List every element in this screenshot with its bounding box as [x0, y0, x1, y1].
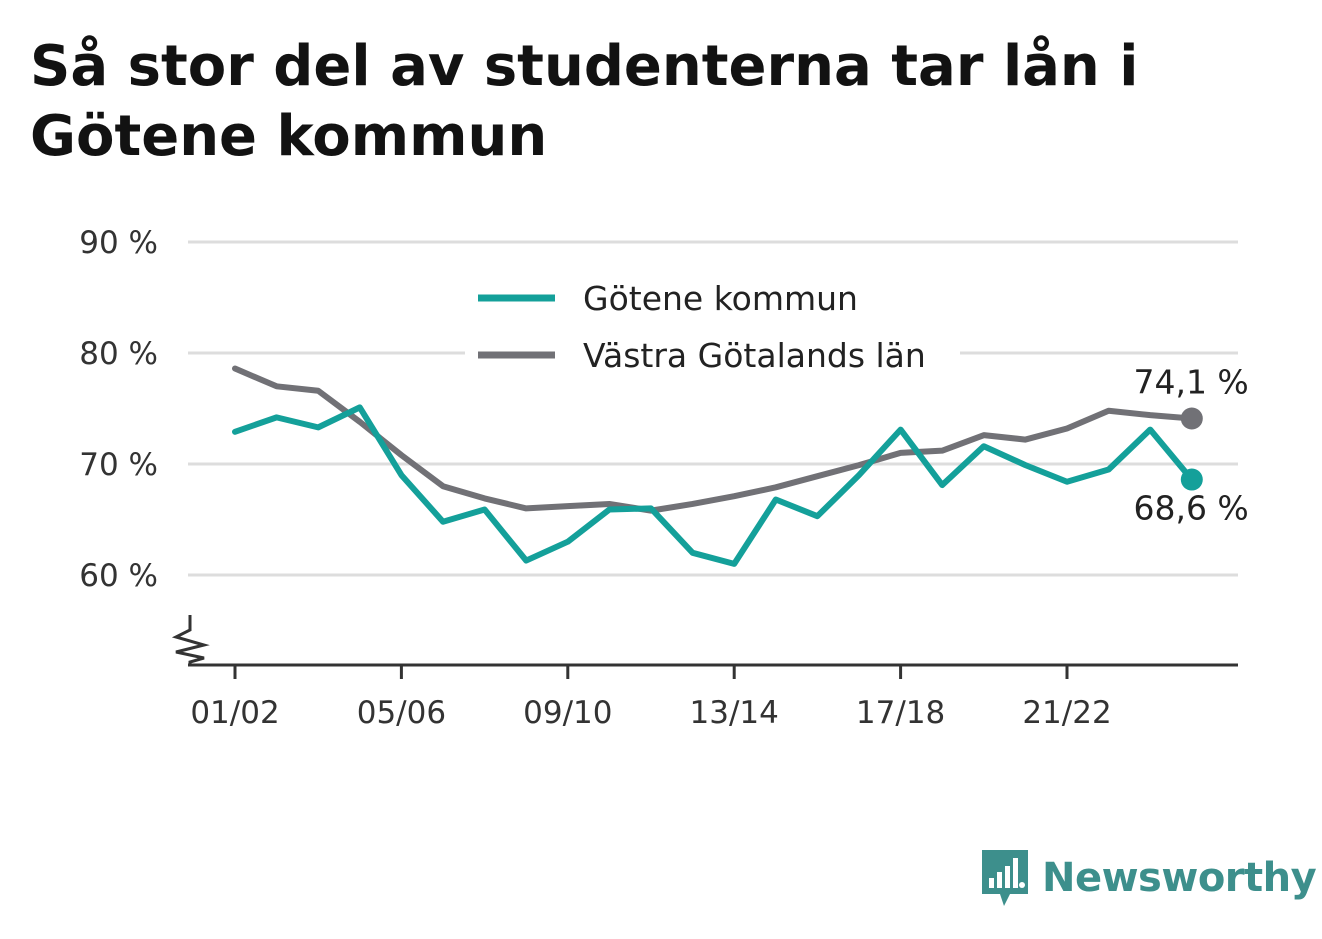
end-labels: 74,1 % 68,6 % [1133, 362, 1248, 527]
y-tick-label: 70 % [79, 447, 158, 483]
legend-label-2: Västra Götalands län [583, 336, 926, 375]
brand-name: Newsworthy [1042, 855, 1317, 901]
x-axis: 01/02 05/06 09/10 13/14 17/18 21/22 [171, 615, 1238, 731]
series-lines [232, 365, 1203, 567]
legend-background [465, 268, 960, 386]
x-tick-label: 05/06 [357, 695, 446, 731]
series-end-point-1 [1180, 468, 1203, 491]
axis-break-mark [171, 615, 210, 665]
x-tick-label: 09/10 [523, 695, 612, 731]
y-axis-ticks: 60 % 70 % 80 % 90 % [79, 225, 158, 594]
newsworthy-brand: Newsworthy [980, 848, 1317, 908]
x-tick-label: 01/02 [190, 695, 279, 731]
y-tick-label: 60 % [79, 558, 158, 594]
legend: Götene kommun Västra Götalands län [465, 268, 960, 386]
x-tick-label: 13/14 [690, 695, 779, 731]
legend-label-1: Götene kommun [583, 279, 858, 318]
series-line-1 [232, 404, 1195, 567]
series-end-point-2 [1180, 407, 1203, 430]
series-line-2 [232, 365, 1195, 514]
end-label-vastra-gotaland: 74,1 % [1133, 362, 1248, 401]
chart-title: Så stor del av studenterna tar lån i Göt… [30, 34, 1139, 169]
y-tick-label: 80 % [79, 336, 158, 372]
end-label-gotene: 68,6 % [1133, 489, 1248, 528]
x-tick-label: 17/18 [856, 695, 945, 731]
y-tick-label: 90 % [79, 225, 158, 261]
newsworthy-logo-icon [982, 850, 1028, 906]
x-tick-label: 21/22 [1022, 695, 1111, 731]
